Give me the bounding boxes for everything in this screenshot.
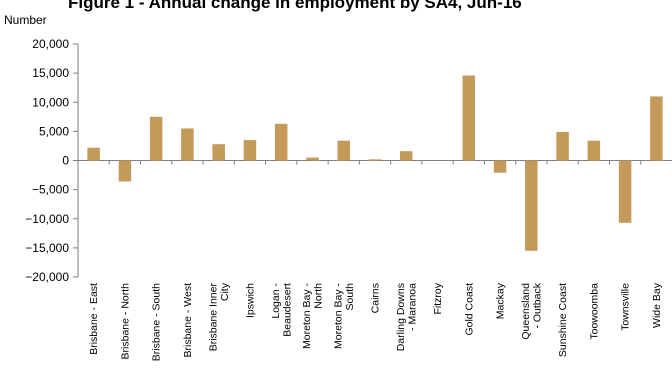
y-tick-label: −10,000 [25,212,69,226]
x-category-label: North [313,283,325,309]
category-labels: Brisbane - East Brisbane - North Brisbane … [88,160,663,361]
x-category-label: Brisbane - West [182,283,194,358]
bar [149,116,163,161]
y-tick-label: −5,000 [32,183,69,197]
x-category-label: Sunshine Coast [557,283,569,357]
y-tick-label: −15,000 [25,241,69,255]
bars-group [87,75,663,251]
bar [650,96,663,161]
x-category-label: Brisbane - North [119,283,131,360]
bar [118,160,132,182]
x-category-label: Moreton Bay - [332,283,344,349]
x-category-label: South [344,283,356,311]
x-category-label: Brisbane - East [88,283,100,355]
x-category-label: Toowoomba [588,283,600,340]
chart-title: Figure 1 - Annual change in employment b… [68,0,522,12]
x-category-label: Brisbane Inner [207,283,219,352]
x-category-label: Mackay [495,282,507,319]
x-category-label: Gold Coast [463,283,475,336]
y-axis-ticks: 20,000 15,000 10,000 5,000 0 −5,000 −10,000 −15… [25,37,78,284]
y-tick-label: 0 [62,154,69,168]
bar [243,140,257,161]
bar [181,128,194,161]
bar [306,157,319,161]
bar [337,140,350,161]
bar [400,151,413,161]
x-category-label: Fitzroy [432,282,444,314]
x-category-label: Cairns [370,283,382,313]
bar [493,160,507,173]
y-tick-label: 20,000 [32,37,69,51]
x-category-label: City [219,282,231,301]
y-tick-label: −20,000 [25,270,69,284]
x-category-label: Ipswich [244,283,256,318]
x-category-label: Darling Downs [395,283,407,351]
x-category-label: Queensland [520,283,532,340]
y-axis-label: Number [4,13,47,27]
y-tick-label: 5,000 [39,124,69,138]
bar [212,144,225,161]
bar [587,140,601,161]
x-category-label: Moreton Bay - [301,283,313,349]
x-category-label: Townsville [620,283,632,331]
x-category-label: Beaudesert [281,283,293,337]
bar [556,131,569,161]
y-tick-label: 15,000 [32,66,69,80]
bar [462,75,476,161]
x-category-label: - Outback [532,282,544,328]
x-category-label: - Maranoa [407,283,419,331]
x-category-label: Logan - [270,283,282,319]
x-category-label: Brisbane - South [151,283,163,361]
bar [274,123,288,161]
bar [368,159,382,161]
bar [618,160,632,223]
x-category-label: Wide Bay [651,282,663,328]
y-tick-label: 10,000 [32,95,69,109]
bar [525,160,538,251]
bar [87,147,100,161]
